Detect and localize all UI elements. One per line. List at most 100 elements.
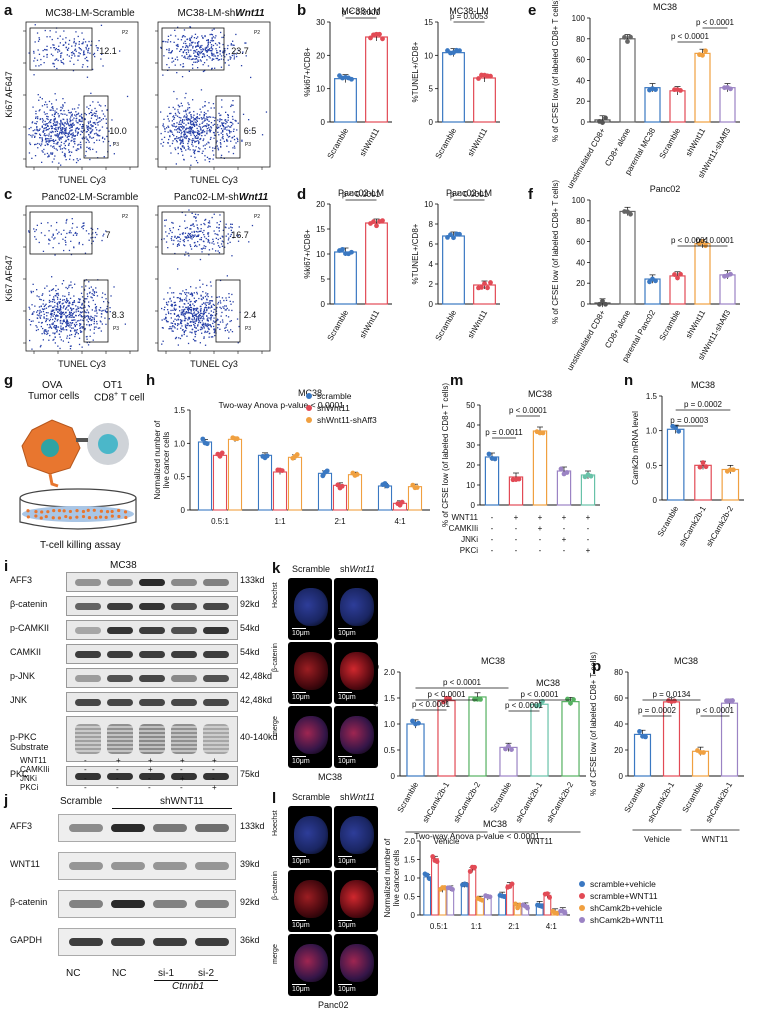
flow-dot: [64, 236, 67, 238]
flow-dot: [192, 99, 194, 101]
flow-dot: [211, 216, 213, 219]
flow-dot: [202, 70, 205, 73]
flow-dot: [211, 54, 213, 56]
scale-bar-label: 10μm: [292, 758, 310, 765]
flow-dot: [208, 124, 210, 126]
y-tick-label: 10: [424, 200, 433, 209]
flow-dot: [227, 316, 230, 318]
flow-dot: [202, 130, 204, 132]
flow-dot: [188, 138, 190, 140]
flow-dot: [179, 119, 182, 122]
flow-dot: [227, 233, 229, 235]
flow-dot: [224, 56, 226, 58]
flow-dot: [190, 286, 192, 288]
bar: [473, 77, 496, 123]
flow-dot: [57, 315, 59, 317]
bar: [468, 696, 487, 777]
j-blot-row: β-catenin 92kd: [10, 890, 275, 918]
j-band-label: β-catenin: [10, 897, 48, 907]
flow-dot: [179, 292, 181, 295]
i-blot-strip: [66, 596, 238, 616]
flow-dot: [204, 307, 206, 309]
flow-dot: [75, 115, 77, 117]
i-condition-value: -: [148, 774, 151, 783]
flow-dot: [70, 314, 72, 316]
flow-dot: [208, 102, 210, 104]
flow-dot: [160, 47, 162, 49]
j-lane-1: NC: [66, 968, 81, 979]
flow-dot: [42, 151, 44, 153]
flow-dot: [56, 143, 59, 145]
flow-dot: [210, 40, 212, 42]
flow-dot: [91, 319, 93, 322]
flow-dot: [206, 298, 208, 300]
flow-dot: [183, 241, 185, 243]
flow-dot: [96, 320, 98, 323]
flow-dot: [31, 348, 33, 350]
flow-dot: [192, 133, 195, 135]
flow-dot: [200, 223, 202, 226]
flow-dot: [61, 107, 64, 109]
flow-dot: [55, 315, 57, 317]
flow-dot: [169, 135, 171, 137]
flow-dot: [211, 314, 214, 317]
flow-dot: [190, 309, 192, 311]
flow-dot: [204, 247, 206, 250]
y-tick-label: 60: [576, 238, 585, 247]
flow-dot: [166, 48, 168, 51]
flow-dot: [42, 121, 44, 123]
x-tick-label: Scramble: [623, 780, 648, 814]
flow-dot: [192, 41, 194, 43]
flow-dot: [66, 120, 69, 122]
flow-dot: [76, 148, 79, 150]
legend-marker: [306, 417, 312, 423]
flow-dot: [187, 323, 189, 325]
data-point: [588, 473, 594, 479]
flow-dot: [81, 32, 83, 34]
flow-dot: [45, 138, 47, 140]
flow-dot: [59, 330, 61, 332]
flow-dot: [52, 44, 54, 46]
flow-dot: [81, 326, 83, 328]
cell-dot: [105, 510, 110, 514]
flow-dot: [102, 235, 104, 237]
flow-dot: [197, 60, 200, 62]
flow-dot: [181, 36, 184, 38]
micro-sh-header: shWnt11: [340, 564, 375, 574]
j-blot-strip: [58, 928, 236, 956]
i-band: [75, 698, 101, 706]
flow-dot: [184, 36, 186, 38]
flow-dot: [230, 226, 232, 228]
flow-dot: [82, 300, 85, 302]
i-mw-label: 40-140kd: [240, 732, 278, 742]
flow-dot: [202, 56, 204, 58]
flow-dot: [191, 132, 194, 134]
flow-dot: [222, 236, 224, 238]
flow-dot: [178, 128, 180, 130]
flow-dot: [207, 44, 209, 47]
i-band: [107, 626, 133, 634]
flow-dot: [163, 318, 165, 320]
flow-dot: [54, 130, 57, 133]
flow-dot: [75, 111, 77, 113]
j-band-label: GAPDH: [10, 935, 43, 945]
flow-dot: [171, 50, 173, 52]
flow-dot: [99, 129, 101, 131]
flow-dot: [81, 120, 83, 122]
flow-dot: [72, 132, 74, 134]
flow-dot: [174, 323, 176, 326]
j-lane-2: NC: [112, 968, 127, 979]
data-point: [554, 911, 560, 916]
flow-dot: [174, 64, 176, 66]
flow-dot: [51, 161, 54, 163]
flow-dot: [195, 121, 197, 124]
flow-dot: [75, 332, 77, 334]
flow-dot: [58, 162, 60, 164]
flow-dot: [109, 307, 111, 309]
y-tick-label: 0.5: [384, 746, 396, 755]
i-mw-label: 75kd: [240, 769, 260, 779]
flow-dot: [184, 308, 186, 310]
flow-dot: [62, 321, 65, 323]
scale-bar-label: 10μm: [338, 922, 356, 929]
flow-dot: [189, 118, 191, 120]
